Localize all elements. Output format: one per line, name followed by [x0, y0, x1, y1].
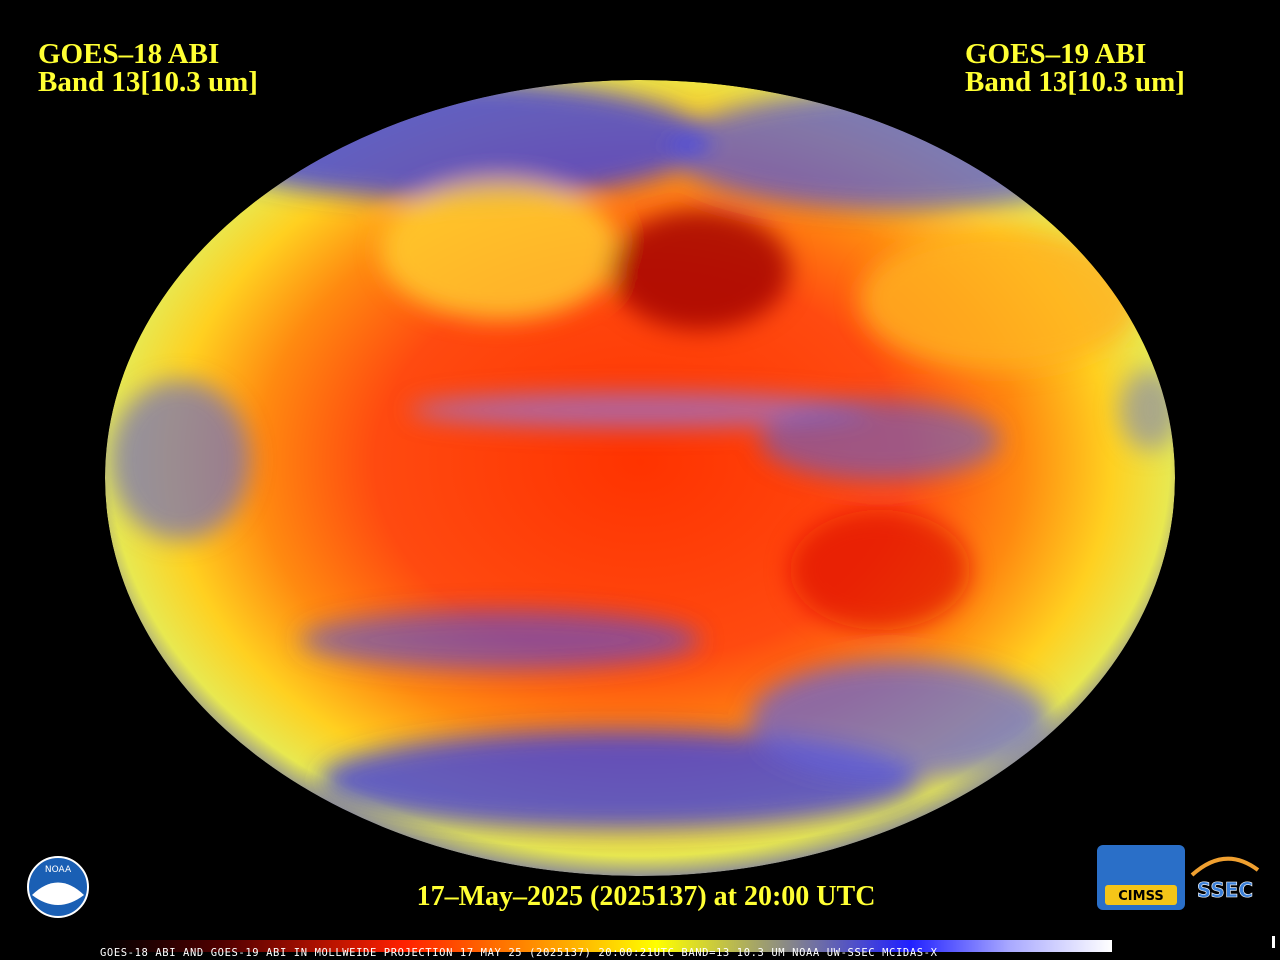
noaa-wave: [32, 882, 84, 905]
globe: [105, 80, 1175, 876]
cursor-mark: [1272, 936, 1275, 948]
ssec-arc: [1190, 856, 1260, 877]
noaa-label: NOAA: [45, 865, 72, 875]
cimss-label: CIMSS: [1118, 889, 1163, 904]
right-satellite: GOES–19 ABI: [965, 38, 1146, 70]
ssec-label: SSEC: [1197, 878, 1253, 902]
right-band: Band 13[10.3 um]: [965, 66, 1185, 98]
timestamp: 17–May–2025 (2025137) at 20:00 UTC: [417, 881, 876, 912]
color-scale: [100, 940, 1112, 952]
left-satellite: GOES–18 ABI: [38, 38, 219, 70]
ssec-logo: SSEC: [1190, 856, 1260, 902]
footer-caption: GOES-18 ABI AND GOES-19 ABI IN MOLLWEIDE…: [100, 947, 938, 959]
left-band: Band 13[10.3 um]: [38, 66, 258, 98]
cimss-logo: CIMSS: [1097, 845, 1185, 910]
noaa-logo: NOAA: [27, 856, 89, 918]
cimss-banner: [1105, 885, 1177, 905]
